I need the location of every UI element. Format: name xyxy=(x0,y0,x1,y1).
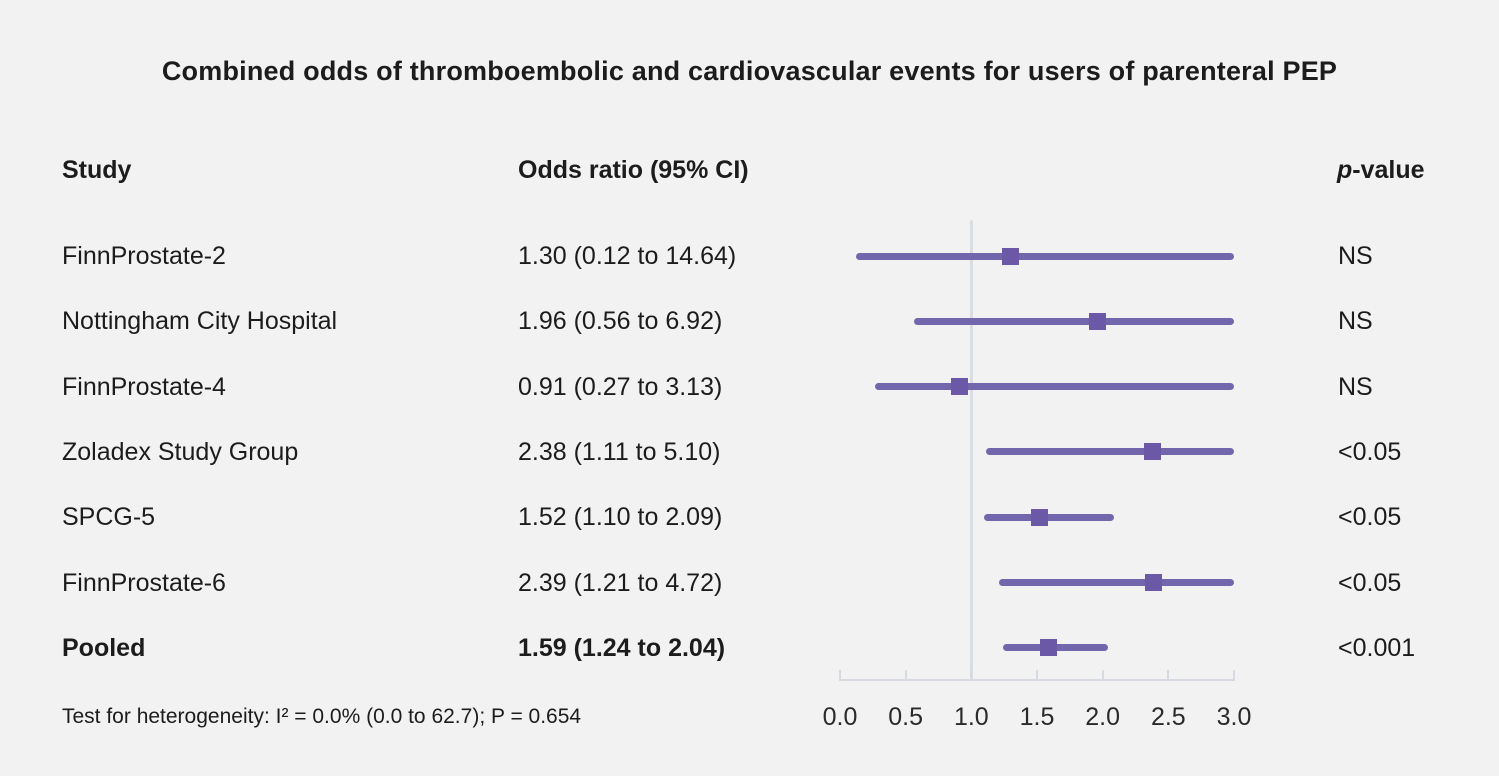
x-axis-tick xyxy=(1167,670,1170,679)
reference-line xyxy=(969,220,973,679)
x-axis-tick-label: 0.0 xyxy=(822,703,858,731)
p-value: <0.001 xyxy=(1338,633,1416,662)
confidence-interval-line xyxy=(913,317,1234,325)
x-axis-tick xyxy=(1036,670,1038,679)
column-header-study: Study xyxy=(62,156,132,184)
odds-ratio-value: 2.38 (1.11 to 5.10) xyxy=(518,437,721,466)
x-axis-tick-label: 0.5 xyxy=(888,703,924,731)
confidence-interval-line xyxy=(998,579,1234,587)
odds-ratio-value: 1.52 (1.10 to 2.09) xyxy=(518,503,723,532)
odds-ratio-value: 1.59 (1.24 to 2.04) xyxy=(518,633,726,662)
figure-title: Combined odds of thromboembolic and card… xyxy=(161,56,1338,86)
x-axis-tick xyxy=(839,670,841,679)
x-axis-tick xyxy=(1101,670,1104,679)
p-value-header-italic-p: p xyxy=(1337,156,1353,184)
point-estimate-marker xyxy=(1002,247,1020,265)
confidence-interval-line xyxy=(985,448,1234,456)
column-header-p-value: p-value xyxy=(1337,155,1425,185)
study-label: Nottingham City Hospital xyxy=(62,307,338,336)
p-value: NS xyxy=(1338,372,1373,401)
x-axis-tick xyxy=(904,670,907,679)
point-estimate-marker xyxy=(1031,508,1049,526)
study-label: FinnProstate-2 xyxy=(62,242,226,270)
x-axis-line xyxy=(839,679,1235,681)
x-axis-tick-label: 1.0 xyxy=(953,703,989,731)
study-label: SPCG-5 xyxy=(62,503,156,532)
point-estimate-marker xyxy=(1040,639,1058,657)
odds-ratio-value: 2.39 (1.21 to 4.72) xyxy=(518,568,723,597)
x-axis-tick-label: 1.5 xyxy=(1019,703,1055,731)
confidence-interval-line xyxy=(855,252,1234,260)
point-estimate-marker xyxy=(951,378,968,396)
p-value: <0.05 xyxy=(1338,503,1402,532)
point-estimate-marker xyxy=(1144,443,1162,461)
heterogeneity-note: Test for heterogeneity: I² = 0.0% (0.0 t… xyxy=(62,705,582,728)
study-label: Pooled xyxy=(62,633,146,662)
p-value: NS xyxy=(1338,307,1373,336)
confidence-interval-line xyxy=(984,513,1115,521)
odds-ratio-value: 0.91 (0.27 to 3.13) xyxy=(518,372,723,401)
p-value-header-rest: -value xyxy=(1352,156,1425,184)
x-axis-tick-label: 2.0 xyxy=(1085,703,1121,731)
x-axis-tick xyxy=(970,670,973,679)
x-axis-tick xyxy=(1233,670,1235,679)
column-header-odds-ratio: Odds ratio (95% CI) xyxy=(518,156,749,184)
point-estimate-marker xyxy=(1088,312,1106,330)
point-estimate-marker xyxy=(1145,574,1163,592)
study-label: FinnProstate-6 xyxy=(62,568,226,597)
odds-ratio-value: 1.96 (0.56 to 6.92) xyxy=(518,307,723,336)
confidence-interval-line xyxy=(875,383,1234,391)
p-value: <0.05 xyxy=(1338,568,1402,597)
odds-ratio-value: 1.30 (0.12 to 14.64) xyxy=(518,242,737,270)
p-value: NS xyxy=(1338,242,1373,270)
x-axis-tick-label: 3.0 xyxy=(1216,703,1252,731)
study-label: FinnProstate-4 xyxy=(62,372,226,401)
x-axis-tick-label: 2.5 xyxy=(1150,703,1186,731)
p-value: <0.05 xyxy=(1338,437,1402,466)
study-label: Zoladex Study Group xyxy=(62,437,299,466)
